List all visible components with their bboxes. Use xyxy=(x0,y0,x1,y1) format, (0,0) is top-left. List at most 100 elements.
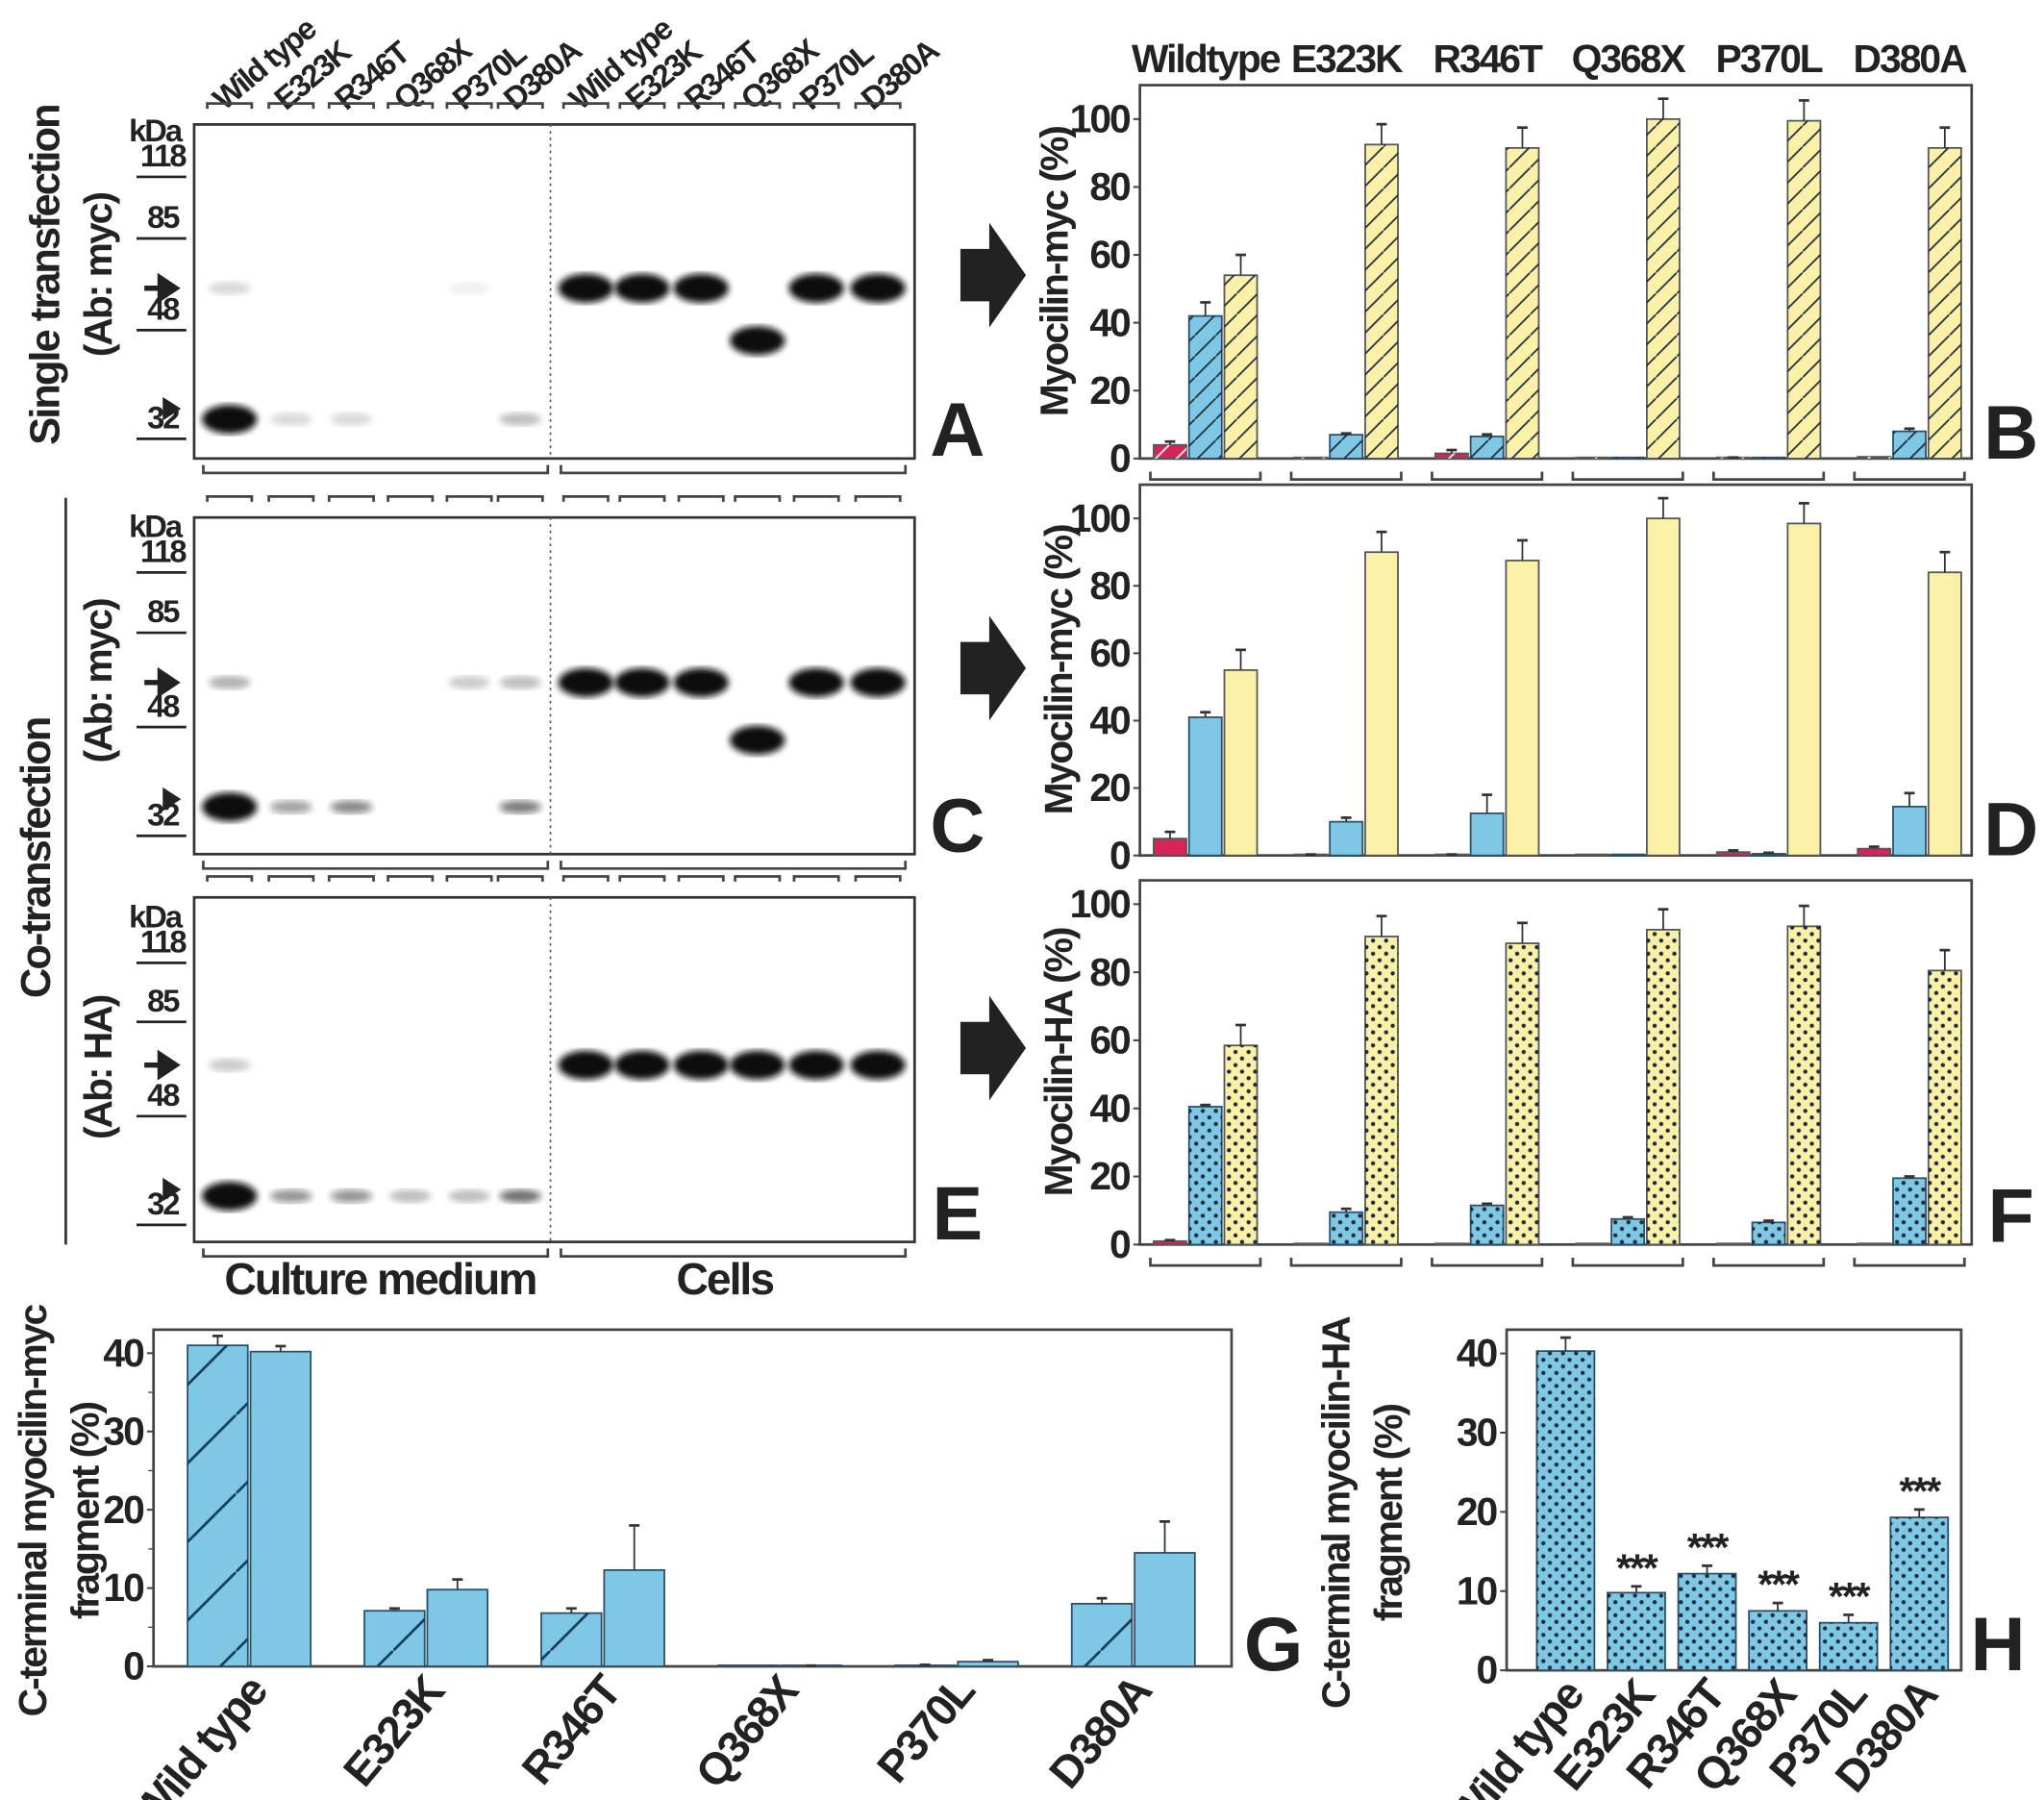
bar xyxy=(1293,1242,1329,1246)
group-bracket xyxy=(1149,471,1262,482)
blot-band xyxy=(558,273,613,303)
panel-letter: C xyxy=(930,783,983,868)
bar-hatch xyxy=(717,1664,779,1667)
blot-band xyxy=(673,667,729,697)
blot-band xyxy=(202,792,258,822)
group-bracket xyxy=(1289,1257,1403,1267)
blot-band xyxy=(269,800,312,814)
bar xyxy=(1469,812,1505,857)
bar-dots xyxy=(1890,1517,1949,1671)
blot-band xyxy=(448,281,490,295)
full-length-arrow-icon xyxy=(144,272,181,304)
lane-bracket xyxy=(206,102,254,110)
y-tick-label: 100 xyxy=(1070,496,1131,540)
y-tick-label: 80 xyxy=(1089,164,1131,209)
y-tick-label: 80 xyxy=(1089,563,1131,608)
blot-band xyxy=(499,800,541,814)
y-tick-label: 20 xyxy=(1089,765,1131,810)
blot-band xyxy=(499,1189,541,1203)
y-axis-label: Myocilin-HA (%) xyxy=(1036,928,1081,1196)
group-bracket xyxy=(1853,471,1966,482)
bar xyxy=(1927,571,1962,857)
blot-band xyxy=(558,1050,613,1080)
y-tick-label: 40 xyxy=(1457,1331,1498,1375)
bar-dots xyxy=(1536,1351,1595,1671)
blot-band xyxy=(730,326,785,356)
blot-band xyxy=(788,273,844,303)
y-tick-label: 40 xyxy=(103,1331,144,1375)
lane-bracket xyxy=(734,875,782,882)
x-tick-label: R346T xyxy=(511,1665,631,1793)
x-tick-label: Q368X xyxy=(685,1665,808,1798)
bar-hatch xyxy=(1224,275,1258,459)
blot-band xyxy=(730,1050,785,1080)
group-bracket xyxy=(1149,1257,1262,1267)
bar xyxy=(249,1350,312,1667)
blot-band xyxy=(673,1050,729,1080)
significance-label: *** xyxy=(1829,1574,1871,1618)
bar-dots xyxy=(1928,970,1961,1245)
lane-bracket xyxy=(496,102,544,110)
y-tick-label: 20 xyxy=(1089,1154,1131,1198)
bar-hatch xyxy=(1611,457,1645,459)
x-tick-label: E323K xyxy=(334,1664,455,1795)
blot-band xyxy=(614,1050,670,1080)
y-tick-label: 40 xyxy=(1089,698,1131,742)
blot-band xyxy=(614,273,670,303)
blot-band xyxy=(269,412,312,426)
bar-hatch xyxy=(1434,453,1468,459)
y-tick-label: 40 xyxy=(1089,300,1131,344)
bar xyxy=(1857,1242,1892,1246)
y-axis-label-2: fragment (%) xyxy=(62,1403,107,1620)
y-tick-label: 0 xyxy=(1109,436,1131,480)
bar xyxy=(1786,522,1822,857)
group-bracket xyxy=(1712,471,1826,482)
y-tick-label: 20 xyxy=(1089,368,1131,412)
right-arrow-icon xyxy=(960,615,1027,721)
y-tick-label: 30 xyxy=(1457,1411,1498,1455)
y-tick-label: 10 xyxy=(1457,1568,1498,1612)
kda-unit-label: kDa xyxy=(129,899,184,935)
group-bracket xyxy=(1289,471,1403,482)
y-tick-label: 0 xyxy=(1109,1222,1131,1266)
group-bracket xyxy=(1571,1257,1684,1267)
panel-letter: H xyxy=(1970,1601,2025,1687)
bar xyxy=(1610,853,1646,857)
row-label-single: Single transfection xyxy=(23,105,69,444)
blot-panel-A: kDa118854832A xyxy=(129,102,1027,475)
lane-bracket xyxy=(677,875,725,882)
blot-band xyxy=(208,1058,251,1072)
bar-dots xyxy=(1611,1218,1645,1245)
group-bracket xyxy=(1712,1257,1826,1267)
panel-letter: B xyxy=(1983,389,2038,475)
bar-dots xyxy=(1646,929,1680,1245)
x-tick-label: D380A xyxy=(1039,1665,1161,1797)
blot-band xyxy=(202,1181,258,1211)
bar-dots xyxy=(1364,936,1399,1245)
section-bracket xyxy=(202,1248,908,1258)
bar-dots xyxy=(1787,926,1821,1245)
plot-frame xyxy=(1138,84,1974,461)
category-header: R346T xyxy=(1433,37,1543,81)
category-header: Wildtype xyxy=(1132,37,1281,81)
y-tick-label: 100 xyxy=(1070,96,1131,140)
fragment-arrowhead-icon xyxy=(162,396,182,421)
lane-bracket xyxy=(677,495,725,502)
blot-band xyxy=(499,676,541,689)
y-tick-label: 60 xyxy=(1089,233,1131,277)
kda-marker-label: 118 xyxy=(140,923,187,959)
lane-bracket xyxy=(445,102,493,110)
bar-hatch xyxy=(1188,315,1222,459)
fragment-arrowhead-icon xyxy=(162,1177,182,1202)
kda-marker-label: 48 xyxy=(147,688,180,723)
blot-band xyxy=(673,273,729,303)
group-bracket xyxy=(1853,1257,1966,1267)
bar-dots xyxy=(1506,943,1539,1245)
lane-bracket xyxy=(386,875,435,882)
bar xyxy=(426,1588,489,1667)
lane-bracket xyxy=(561,875,610,882)
y-tick-label: 30 xyxy=(103,1409,144,1453)
lane-bracket xyxy=(618,102,666,110)
